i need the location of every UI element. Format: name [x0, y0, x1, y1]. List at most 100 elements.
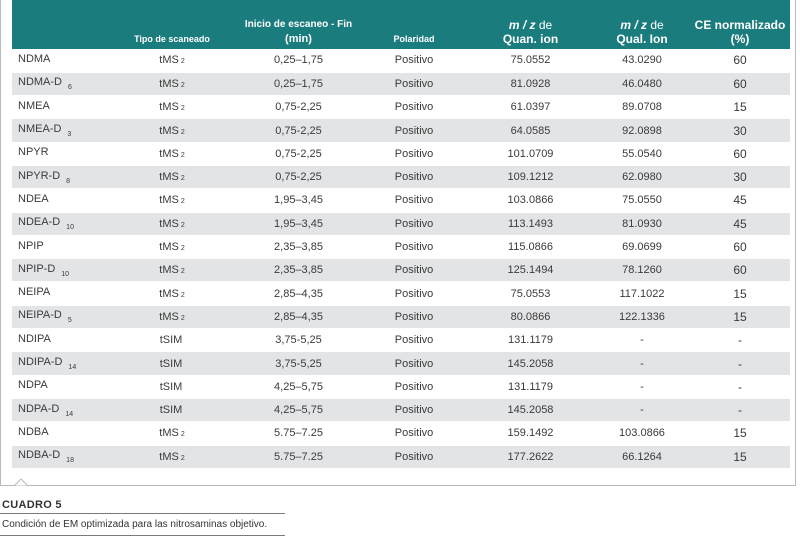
cell-qual-ion: 66.1264: [594, 445, 690, 469]
table-row: NEIPA tMS 2 2,85–4,35 Positivo 75.0553 117.102…: [12, 281, 790, 306]
cell-scan-window: 5.75–7.25: [236, 445, 361, 469]
cell-scan-window: 2,35–3,85: [236, 235, 361, 260]
cell-scan-type: tMS 2: [108, 305, 236, 330]
header-scan-window-line1: Inicio de escaneo - Fin: [244, 19, 353, 30]
table-row: NDIPA tSIM 3,75-5,25 Positivo 131.1179- -: [12, 328, 790, 353]
cell-polarity: Positivo: [361, 398, 467, 423]
cell-compound: NEIPA: [12, 281, 108, 306]
cell-scan-window: 0,75-2,25: [236, 142, 361, 166]
cell-scan-type: tMS 2: [108, 258, 236, 283]
cell-ce: 15: [690, 445, 790, 469]
compound-deuterium-subscript: 14: [65, 410, 74, 418]
cell-quan-ion: 131.1179: [467, 375, 594, 399]
frame-notch: [14, 478, 28, 491]
cell-scan-window: 3,75-5,25: [236, 351, 361, 376]
cell-ce: -: [690, 351, 790, 376]
header-quan-mz: m / z: [508, 18, 536, 32]
cell-compound: NDEA-D 10: [12, 212, 108, 236]
table-row: NDEA-D 10 tMS 2 1,95–3,45 Positivo 113.1493 81.…: [12, 212, 790, 236]
compound-name: NPIP: [18, 239, 44, 252]
compound-name: NDMA: [18, 52, 51, 65]
cell-polarity: Positivo: [361, 118, 467, 143]
cell-polarity: Positivo: [361, 445, 467, 469]
cell-polarity: Positivo: [361, 142, 467, 166]
cell-polarity: Positivo: [361, 258, 467, 283]
cell-scan-type: tSIM: [108, 375, 236, 399]
cell-qual-ion: -: [594, 398, 690, 423]
cell-qual-ion: 92.0898: [594, 118, 690, 143]
compound-deuterium-subscript: 6: [68, 84, 72, 92]
table-header-row: Tipo de scaneado Inicio de escaneo - Fin…: [12, 0, 790, 49]
cell-scan-window: 4,25–5,75: [236, 375, 361, 399]
table-body: NDMA tMS 2 0,25–1,75 Positivo 75.0552 43.0290 6…: [12, 49, 790, 469]
cell-compound: NPYR: [12, 142, 108, 166]
scan-type: tMS: [159, 450, 179, 463]
cell-qual-ion: 75.0550: [594, 188, 690, 213]
cell-compound: NDMA: [12, 49, 108, 73]
cell-scan-window: 2,35–3,85: [236, 258, 361, 283]
cell-polarity: Positivo: [361, 375, 467, 399]
header-quan-de: de: [535, 18, 553, 32]
scan-type-subscript: 2: [180, 198, 185, 206]
cell-scan-window: 3,75-5,25: [236, 328, 361, 353]
compound-name: NDEA: [18, 192, 49, 205]
cell-scan-type: tMS 2: [108, 235, 236, 260]
cell-polarity: Positivo: [361, 212, 467, 236]
cell-qual-ion: 117.1022: [594, 281, 690, 306]
header-scan-type: Tipo de scaneado: [134, 34, 210, 44]
table-row: NMEA-D 3 tMS 2 0,75-2,25 Positivo 64.0585 92.08…: [12, 118, 790, 143]
cell-scan-window: 4,25–5,75: [236, 398, 361, 423]
cell-scan-type: tMS 2: [108, 118, 236, 143]
cell-polarity: Positivo: [361, 281, 467, 306]
cell-qual-ion: 55.0540: [594, 142, 690, 166]
scan-type: tMS: [159, 77, 179, 90]
cell-quan-ion: 61.0397: [467, 95, 594, 120]
table-row: NDMA tMS 2 0,25–1,75 Positivo 75.0552 43.0290 6…: [12, 49, 790, 73]
cell-compound: NDPA-D 14: [12, 398, 108, 423]
cell-compound: NDIPA-D 14: [12, 351, 108, 376]
cell-ce: 30: [690, 118, 790, 143]
scan-type-subscript: 2: [180, 431, 185, 439]
header-polarity: Polaridad: [393, 34, 435, 44]
cell-ce: 60: [690, 49, 790, 73]
cell-compound: NDIPA: [12, 328, 108, 353]
compound-name: NMEA-D: [18, 123, 62, 136]
compound-deuterium-subscript: 18: [66, 457, 74, 465]
cell-quan-ion: 131.1179: [467, 328, 594, 353]
scan-type: tMS: [159, 264, 179, 277]
cell-qual-ion: 62.0980: [594, 165, 690, 190]
scan-type: tMS: [159, 194, 179, 207]
cell-scan-window: 0,25–1,75: [236, 49, 361, 73]
table-row: NDBA-D 18 tMS 2 5.75–7.25 Positivo 177.2622 66.…: [12, 445, 790, 469]
cell-quan-ion: 75.0553: [467, 281, 594, 306]
cell-scan-type: tMS 2: [108, 445, 236, 469]
header-qual-ion: m / z de Qual. Ion: [594, 0, 690, 49]
header-scan-window-line2: (min): [285, 33, 312, 45]
cell-scan-type: tMS 2: [108, 95, 236, 120]
cell-polarity: Positivo: [361, 188, 467, 213]
scan-type-subscript: 2: [180, 81, 185, 89]
compound-name: NDPA: [18, 379, 48, 392]
compound-name: NPYR: [18, 146, 49, 159]
cell-scan-window: 0,75-2,25: [236, 165, 361, 190]
cell-ce: 60: [690, 72, 790, 97]
cell-ce: 45: [690, 188, 790, 213]
ms-conditions-table: Tipo de scaneado Inicio de escaneo - Fin…: [12, 0, 790, 469]
header-ce: CE normalizado (%): [690, 0, 790, 49]
table-frame: [0, 0, 796, 486]
cell-ce: 15: [690, 305, 790, 330]
compound-name: NDMA-D: [18, 76, 62, 89]
table-row: NEIPA-D 5 tMS 2 2,85–4,35 Positivo 80.0866 122.…: [12, 305, 790, 330]
header-qual-mz: m / z: [620, 18, 647, 32]
cell-qual-ion: 46.0480: [594, 72, 690, 97]
cell-scan-type: tMS 2: [108, 421, 236, 446]
cell-qual-ion: 78.1260: [594, 258, 690, 283]
cell-scan-type: tMS 2: [108, 212, 236, 236]
cell-polarity: Positivo: [361, 165, 467, 190]
scan-type-subscript: 2: [180, 151, 185, 159]
cell-ce: -: [690, 375, 790, 399]
cell-compound: NPIP-D 10: [12, 258, 108, 283]
scan-type-subscript: 2: [180, 454, 185, 462]
scan-type: tMS: [159, 241, 179, 254]
compound-deuterium-subscript: 8: [66, 177, 71, 185]
